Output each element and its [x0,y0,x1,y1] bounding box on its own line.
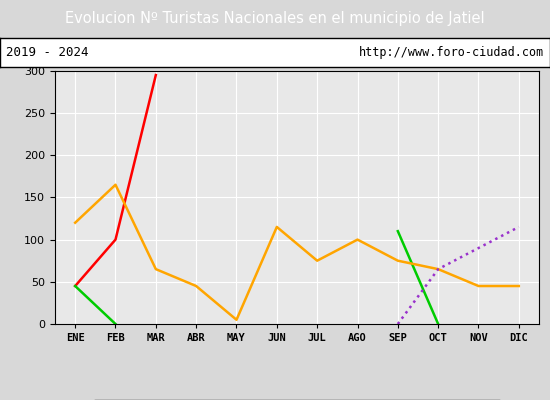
Text: 2019 - 2024: 2019 - 2024 [6,46,88,59]
Text: Evolucion Nº Turistas Nacionales en el municipio de Jatiel: Evolucion Nº Turistas Nacionales en el m… [65,12,485,26]
Text: http://www.foro-ciudad.com: http://www.foro-ciudad.com [359,46,544,59]
